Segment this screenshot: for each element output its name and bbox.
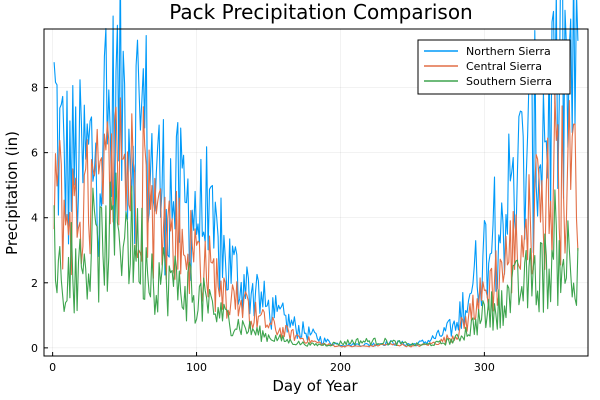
legend-label: Central Sierra <box>466 60 542 73</box>
y-tick-label: 4 <box>31 212 38 225</box>
x-tick-label: 0 <box>49 361 56 374</box>
x-axis-label: Day of Year <box>272 377 358 395</box>
chart-title: Pack Precipitation Comparison <box>169 0 472 24</box>
y-tick-label: 2 <box>31 277 38 290</box>
x-tick-label: 200 <box>330 361 351 374</box>
x-tick-label: 300 <box>474 361 495 374</box>
x-tick-label: 100 <box>186 361 207 374</box>
legend-label: Northern Sierra <box>466 45 551 58</box>
legend-label: Southern Sierra <box>466 75 552 88</box>
y-axis-label: Precipitation (in) <box>3 131 21 255</box>
legend: Northern Sierra Central Sierra Southern Si… <box>418 40 570 94</box>
y-tick-label: 6 <box>31 147 38 160</box>
y-tick-label: 0 <box>31 342 38 355</box>
y-tick-label: 8 <box>31 82 38 95</box>
